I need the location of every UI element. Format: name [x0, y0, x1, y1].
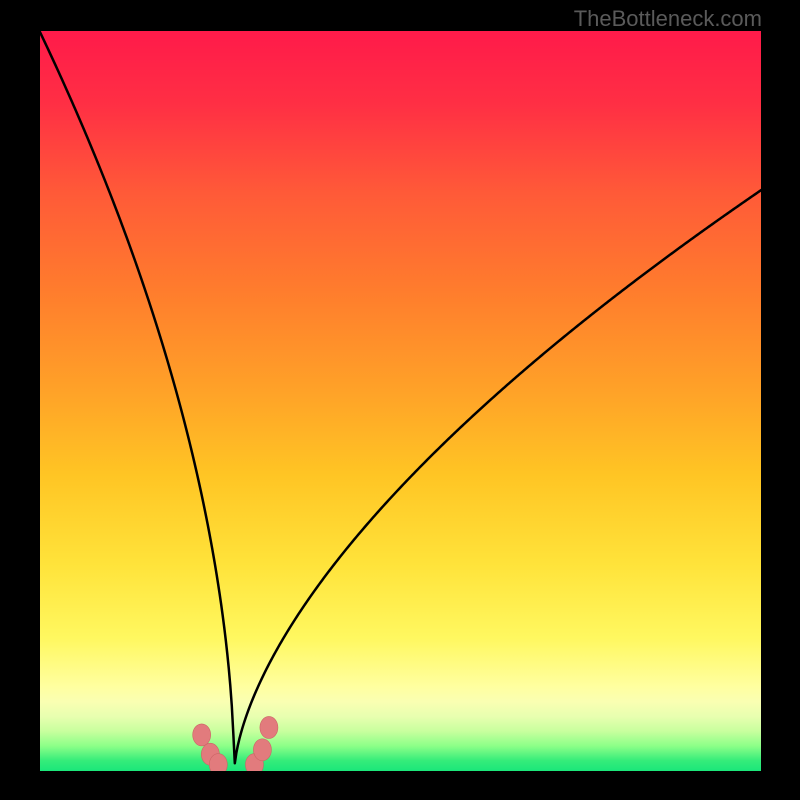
curve-marker	[193, 724, 211, 746]
chart-stage: TheBottleneck.com	[0, 0, 800, 800]
curve-marker	[253, 739, 271, 761]
curve-marker	[260, 716, 278, 738]
plot-background-gradient	[39, 30, 762, 772]
plot-area	[39, 30, 762, 776]
chart-svg	[0, 0, 800, 800]
